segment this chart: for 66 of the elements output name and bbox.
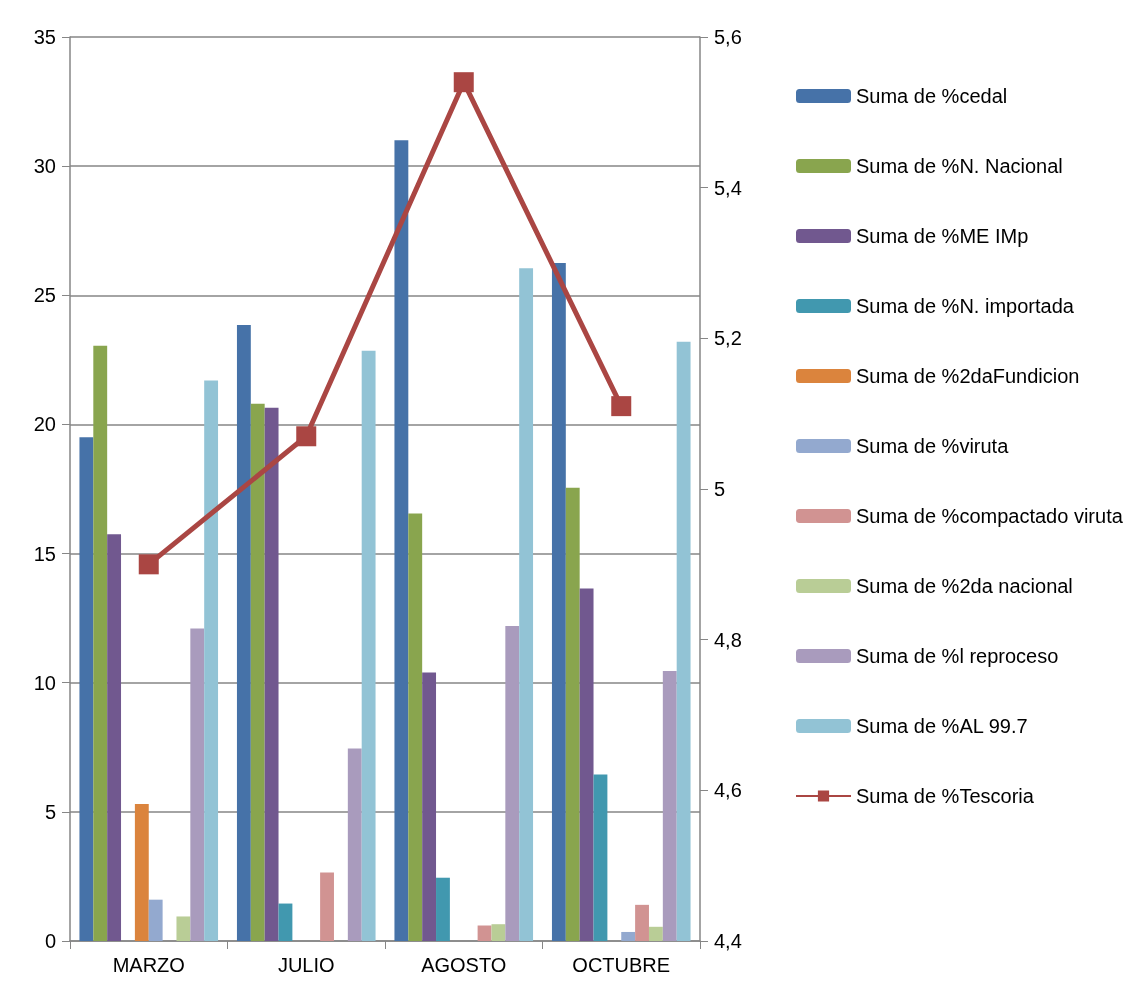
y2-tick-label: 4,6 [714,779,742,802]
bar [107,534,122,941]
bar [320,872,334,941]
bar [477,925,492,941]
y-tick-label: 10 [33,671,56,694]
bar [250,403,265,941]
y2-tick-label: 4,4 [714,930,742,952]
bar [491,924,506,941]
legend-label: Suma de %2daFundicion [856,365,1080,387]
x-tick-label: JULIO [277,954,335,976]
point [138,554,159,575]
bar [176,916,191,941]
bar [436,877,450,941]
y-tick-label: 25 [33,284,56,307]
x-tick-label: OCTUBRE [572,954,671,976]
bar [408,513,423,941]
bar [394,140,409,941]
legend-label: Suma de %N. Nacional [856,155,1063,177]
bar [648,926,663,941]
y2-tick-label: 4,8 [714,628,742,651]
y2-tick-label: 5,2 [714,327,742,350]
y-tick-label: 0 [44,930,56,952]
bar [236,324,251,941]
bar [347,748,362,941]
bar [79,437,94,941]
point [296,426,317,447]
bar [662,671,677,941]
bar [505,625,520,941]
bar [565,487,580,941]
bar [519,268,534,941]
bar [676,341,691,941]
bar [593,774,608,941]
y-tick-label: 15 [33,542,56,565]
bar [579,588,594,941]
y2-tick-label: 5 [714,478,726,500]
legend-label: Suma de %viruta [856,435,1010,457]
x-tick-label: AGOSTO [421,954,507,976]
bar [551,263,566,941]
point [453,72,474,93]
y-tick-label: 30 [33,155,56,178]
y2-tick-label: 5,6 [714,26,742,48]
bar [422,672,437,941]
bar [264,407,279,941]
y-tick-label: 5 [44,800,56,823]
bar [204,380,219,941]
point [611,396,632,417]
bar [635,904,649,941]
bar [621,931,636,941]
legend-label: Suma de %2da nacional [856,575,1073,597]
legend-label: Suma de %AL 99.7 [856,715,1028,737]
y-tick-label: 20 [33,413,56,436]
x-tick-label: MARZO [112,954,185,976]
bar [361,350,376,941]
legend-label: Suma de %cedal [856,85,1008,107]
y-tick-label: 35 [33,26,56,48]
bar [190,628,205,941]
legend-label: Suma de %ME IMp [856,225,1029,247]
legend-label: Suma de %N. importada [856,295,1075,317]
bar [278,903,293,941]
bar [134,804,149,941]
bar [148,899,163,941]
legend-label: Suma de %Tescoria [856,785,1035,807]
legend-label: Suma de %compactado viruta [856,505,1124,527]
bar [93,345,108,941]
legend-label: Suma de %l reproceso [856,645,1059,667]
y2-tick-label: 5,4 [714,176,742,199]
